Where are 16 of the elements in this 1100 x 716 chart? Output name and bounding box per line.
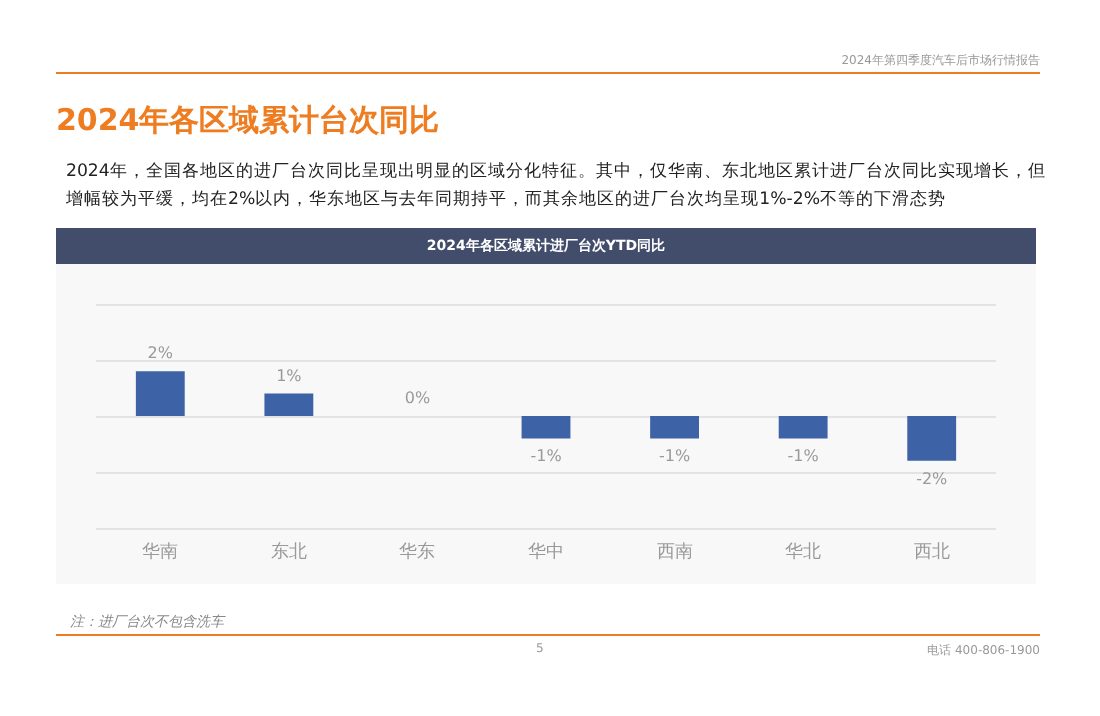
x-tick-label: 西南 xyxy=(656,541,693,563)
data-label: 0% xyxy=(404,389,431,407)
text: 2024年，全国各地区的进厂台次同比呈现出明显的区域分化特征。其中，仅华南、东北地区累计进厂台次同比实现增长，但增幅较为平缓，均在2%以内，华东地区与去年同期持平，而其余地区的进厂台次均呈现1%-2%不等的下滑态势 xyxy=(66,160,1046,214)
x-tick-label: 西北 xyxy=(913,541,950,563)
data-label: -1% xyxy=(530,447,563,466)
x-tick-label: 华北 xyxy=(785,541,822,563)
data-label: 1% xyxy=(276,366,303,385)
x-tick-label: 华东 xyxy=(399,541,436,563)
x-tick-label: 华南 xyxy=(142,541,179,563)
x-tick-label: 华中 xyxy=(528,541,564,563)
data-label: -2% xyxy=(916,469,949,488)
data-label: -1% xyxy=(787,447,820,466)
data-label: -1% xyxy=(658,447,691,466)
data-label: 2% xyxy=(147,344,174,363)
text: 2024年各区域累计台次同比 xyxy=(56,102,440,140)
x-tick-label: 东北 xyxy=(270,541,307,563)
